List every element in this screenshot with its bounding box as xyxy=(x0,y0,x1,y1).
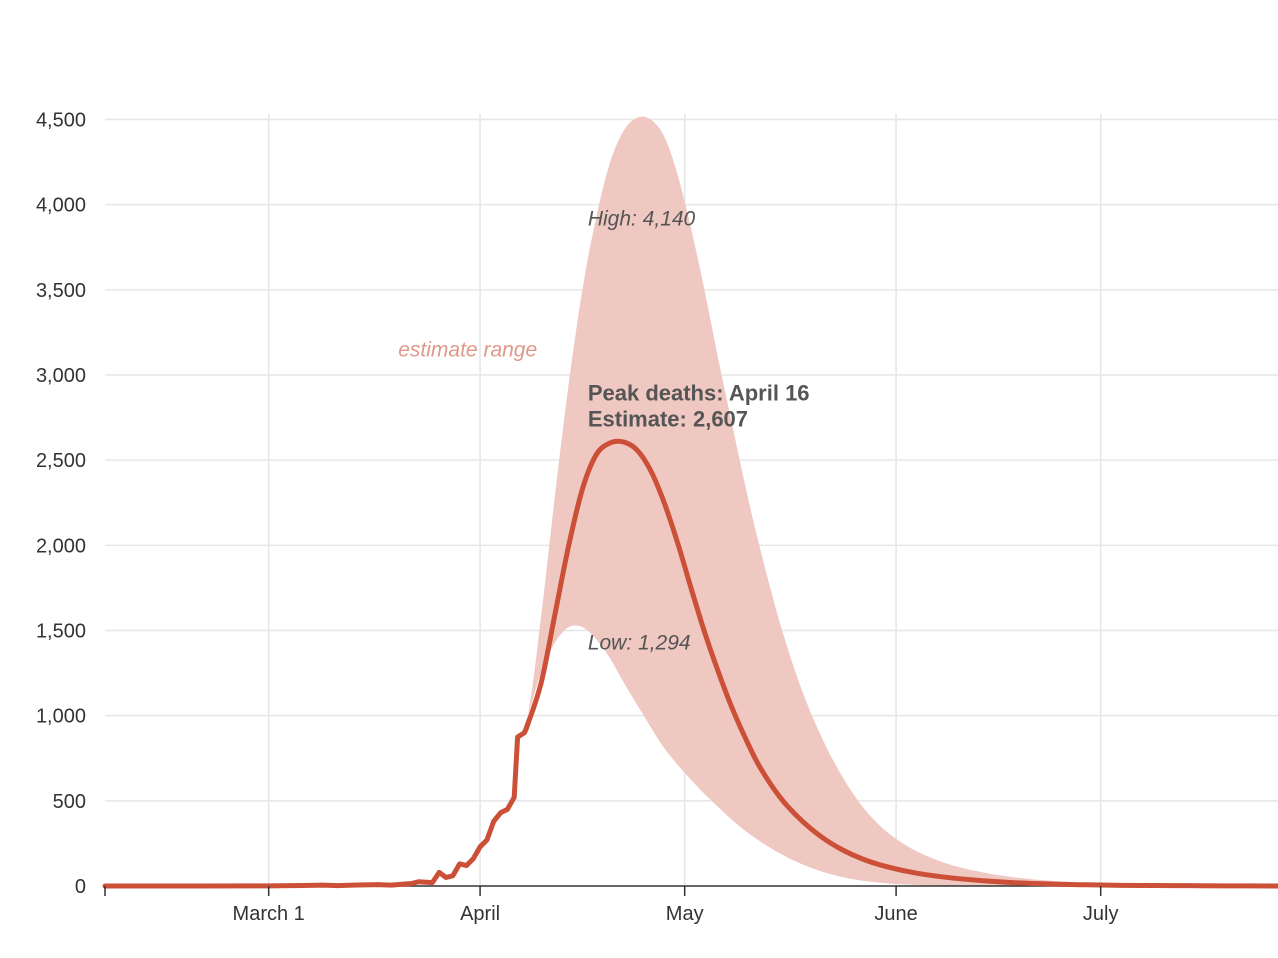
peak-date-label: Peak deaths: April 16 xyxy=(588,381,810,406)
x-tick-label: April xyxy=(460,903,500,925)
y-tick-label: 2,500 xyxy=(36,450,86,472)
y-tick-label: 1,500 xyxy=(36,621,86,643)
y-tick-label: 0 xyxy=(75,876,86,898)
x-tick-label: July xyxy=(1083,903,1119,925)
x-tick-label: March 1 xyxy=(233,903,305,925)
low-estimate-label: Low: 1,294 xyxy=(588,631,691,654)
deaths-line xyxy=(102,438,1278,889)
y-axis-ticks: 0 500 1,000 1,500 2,000 2,500 3,000 3,500 4,000 4… xyxy=(36,110,86,899)
x-tick-label: June xyxy=(874,903,917,925)
y-tick-label: 4,500 xyxy=(36,110,86,132)
estimate-range-area xyxy=(514,116,1278,887)
y-tick-label: 3,000 xyxy=(36,365,86,387)
horizontal-gridlines xyxy=(105,118,1278,802)
x-tick-label: May xyxy=(666,903,704,925)
high-estimate-label: High: 4,140 xyxy=(588,207,696,230)
peak-estimate-label: Estimate: 2,607 xyxy=(588,407,748,432)
x-axis-ticks: March 1 April May June July xyxy=(104,886,1119,925)
y-tick-label: 500 xyxy=(53,791,86,813)
y-tick-label: 1,000 xyxy=(36,706,86,728)
y-tick-label: 4,000 xyxy=(36,195,86,217)
y-tick-label: 3,500 xyxy=(36,280,86,302)
estimate-range-label: estimate range xyxy=(398,338,537,361)
y-tick-label: 2,000 xyxy=(36,535,86,557)
